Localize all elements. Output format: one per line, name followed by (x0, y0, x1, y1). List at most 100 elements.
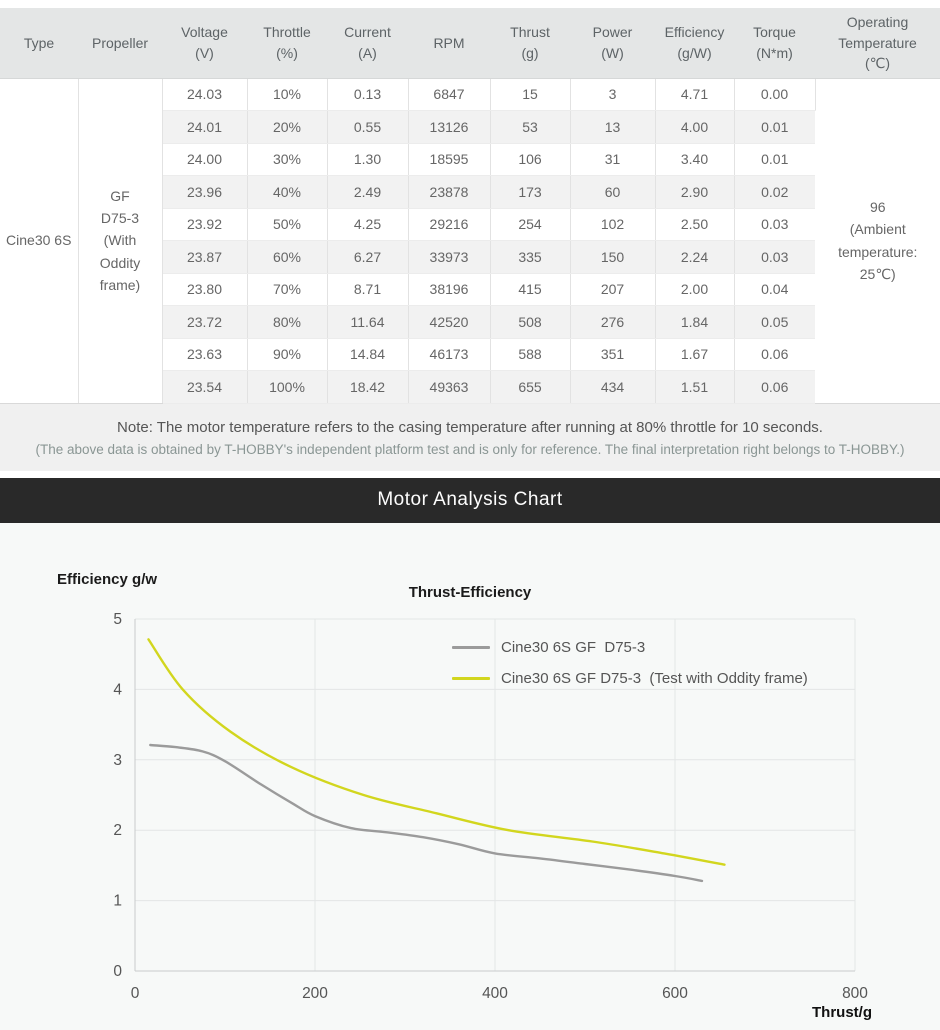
motor-test-table: Type Propeller Voltage (V) Throttle (%) Curr… (0, 8, 940, 404)
value-cell: 70% (247, 273, 328, 306)
legend-item: Cine30 6S GF D75-3 (452, 639, 808, 656)
value-cell: 13 (570, 110, 656, 144)
x-tick-label: 200 (302, 985, 328, 1002)
column-header: RPM (408, 8, 490, 79)
column-header: Voltage (V) (162, 8, 247, 79)
value-cell: 53 (490, 110, 571, 144)
value-cell: 3 (570, 78, 656, 111)
value-cell: 24.00 (162, 143, 248, 176)
value-cell: 3.40 (655, 143, 735, 176)
legend-line-swatch (452, 646, 490, 649)
x-tick-label: 400 (482, 985, 508, 1002)
value-cell: 2.49 (327, 175, 409, 209)
series-line-1 (147, 637, 726, 866)
value-cell: 33973 (408, 240, 491, 274)
note-section: Note: The motor temperature refers to th… (0, 403, 940, 471)
value-cell: 46173 (408, 338, 491, 371)
value-cell: 80% (247, 305, 328, 339)
y-tick-label: 2 (113, 822, 122, 839)
type-cell: Cine30 6S (0, 78, 79, 404)
value-cell: 207 (570, 273, 656, 306)
column-header: Current (A) (327, 8, 408, 79)
y-tick-label: 3 (113, 751, 122, 768)
legend-item: Cine30 6S GF D75-3 (Test with Oddity fra… (452, 670, 808, 687)
value-cell: 8.71 (327, 273, 409, 306)
value-cell: 40% (247, 175, 328, 209)
motor-test-table-section: Type Propeller Voltage (V) Throttle (%) Curr… (0, 0, 940, 404)
value-cell: 335 (490, 240, 571, 274)
value-cell: 2.24 (655, 240, 735, 274)
divider (0, 470, 940, 478)
value-cell: 106 (490, 143, 571, 176)
value-cell: 23.72 (162, 305, 248, 339)
chart-legend: Cine30 6S GF D75-3 Cine30 6S GF D75-3 (Te… (452, 639, 808, 702)
value-cell: 351 (570, 338, 656, 371)
value-cell: 588 (490, 338, 571, 371)
value-cell: 23.80 (162, 273, 248, 306)
note-primary: Note: The motor temperature refers to th… (117, 418, 823, 436)
table-row: 23.92 50% 4.25 29216 254 102 2.50 0.03 (0, 208, 940, 241)
legend-label: Cine30 6S GF D75-3 (501, 639, 646, 656)
value-cell: 2.90 (655, 175, 735, 209)
value-cell: 150 (570, 240, 656, 274)
y-tick-label: 0 (113, 963, 122, 980)
value-cell: 30% (247, 143, 328, 176)
value-cell: 13126 (408, 110, 491, 144)
value-cell: 1.67 (655, 338, 735, 371)
value-cell: 23.63 (162, 338, 248, 371)
value-cell: 1.51 (655, 370, 735, 404)
value-cell: 90% (247, 338, 328, 371)
value-cell: 4.25 (327, 208, 409, 241)
value-cell: 24.03 (162, 78, 248, 111)
value-cell: 254 (490, 208, 571, 241)
value-cell: 0.55 (327, 110, 409, 144)
value-cell: 0.06 (734, 338, 815, 371)
value-cell: 508 (490, 305, 571, 339)
value-cell: 15 (490, 78, 571, 111)
note-secondary: (The above data is obtained by T-HOBBY's… (35, 442, 905, 457)
y-tick-label: 4 (113, 681, 122, 698)
x-axis-label: Thrust/g (812, 1003, 872, 1021)
value-cell: 655 (490, 370, 571, 404)
value-cell: 6.27 (327, 240, 409, 274)
value-cell: 49363 (408, 370, 491, 404)
value-cell: 1.30 (327, 143, 409, 176)
value-cell: 1.84 (655, 305, 735, 339)
table-row: 23.80 70% 8.71 38196 415 207 2.00 0.04 (0, 273, 940, 306)
value-cell: 31 (570, 143, 656, 176)
value-cell: 2.00 (655, 273, 735, 306)
chart-banner: Motor Analysis Chart (0, 477, 940, 523)
value-cell: 29216 (408, 208, 491, 241)
value-cell: 415 (490, 273, 571, 306)
value-cell: 0.13 (327, 78, 409, 111)
y-axis-label: Efficiency g/w (57, 570, 158, 588)
column-header: Torque (N*m) (734, 8, 815, 79)
x-tick-label: 0 (131, 985, 140, 1002)
x-tick-label: 800 (842, 985, 868, 1002)
table-row: 23.63 90% 14.84 46173 588 351 1.67 0.06 (0, 338, 940, 371)
value-cell: 0.04 (734, 273, 815, 306)
column-header: Power (W) (570, 8, 655, 79)
value-cell: 434 (570, 370, 656, 404)
value-cell: 102 (570, 208, 656, 241)
table-row: 23.54 100% 18.42 49363 655 434 1.51 0.06 (0, 370, 940, 404)
value-cell: 0.01 (734, 143, 815, 176)
value-cell: 18595 (408, 143, 491, 176)
value-cell: 10% (247, 78, 328, 111)
value-cell: 0.06 (734, 370, 815, 404)
value-cell: 6847 (408, 78, 491, 111)
value-cell: 11.64 (327, 305, 409, 339)
y-tick-label: 1 (113, 892, 122, 909)
column-header: Propeller (78, 8, 162, 79)
value-cell: 38196 (408, 273, 491, 306)
value-cell: 50% (247, 208, 328, 241)
chart-title: Thrust-Efficiency (408, 583, 532, 601)
table-row: Cine30 6S GF D75-3 (With Oddity frame) 24.… (0, 78, 940, 404)
value-cell: 20% (247, 110, 328, 144)
table-row: 23.72 80% 11.64 42520 508 276 1.84 0.05 (0, 305, 940, 339)
value-cell: 0.03 (734, 208, 815, 241)
column-header: Type (0, 8, 78, 79)
chart-banner-title: Motor Analysis Chart (377, 489, 563, 510)
propeller-cell: GF D75-3 (With Oddity frame) (78, 78, 163, 404)
